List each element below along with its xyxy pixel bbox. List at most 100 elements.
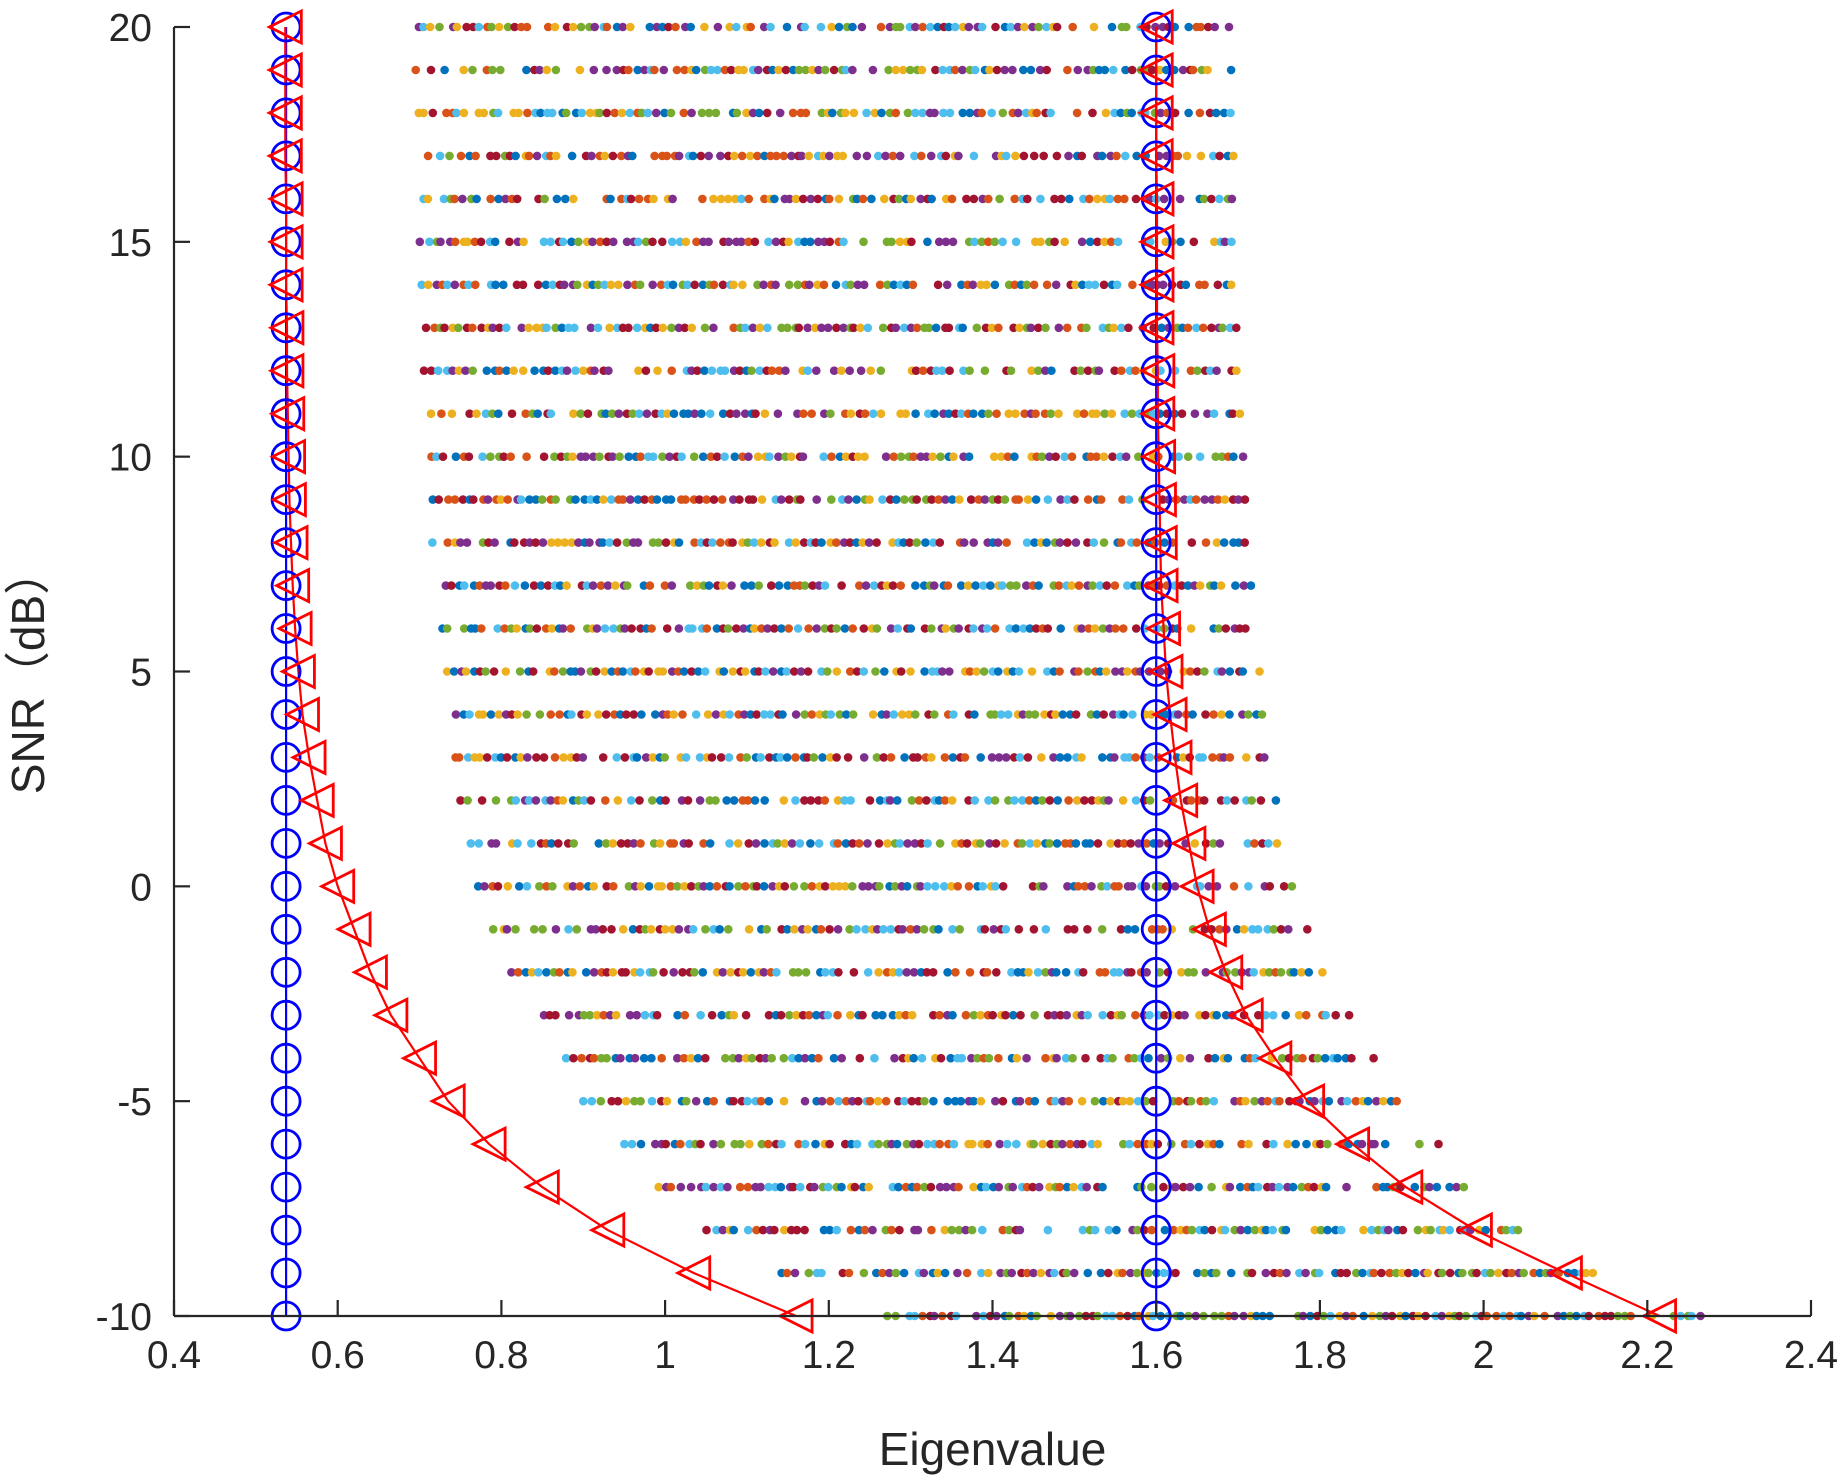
eigenvalue-dot xyxy=(601,710,611,719)
eigenvalue-dot xyxy=(610,108,619,118)
triangle-marker xyxy=(267,223,304,261)
eigenvalue-dot xyxy=(820,624,830,633)
triangle-marker xyxy=(1137,94,1174,132)
eigenvalue-dot xyxy=(1379,1096,1388,1106)
circle-marker xyxy=(270,870,302,902)
eigenvalue-dot xyxy=(814,796,823,805)
eigenvalue-dot xyxy=(1173,151,1183,161)
eigenvalue-dot xyxy=(1486,1268,1495,1278)
eigenvalue-dot xyxy=(477,323,486,333)
eigenvalue-dot xyxy=(1118,495,1127,504)
eigenvalue-dot xyxy=(856,366,866,376)
eigenvalue-dot xyxy=(852,495,861,504)
eigenvalue-dot xyxy=(933,1268,943,1278)
eigenvalue-dot xyxy=(916,882,925,891)
eigenvalue-dot xyxy=(680,1010,690,1020)
eigenvalue-dot xyxy=(527,839,536,848)
eigenvalue-dot xyxy=(461,366,470,376)
eigenvalue-dot xyxy=(1040,710,1049,719)
eigenvalue-dot xyxy=(725,409,735,419)
eigenvalue-dot xyxy=(1027,366,1036,376)
circle-marker xyxy=(270,1214,302,1246)
eigenvalue-dot xyxy=(1247,1268,1257,1278)
eigenvalue-dot xyxy=(789,882,799,891)
eigenvalue-dot xyxy=(630,1053,640,1063)
eigenvalue-dot xyxy=(857,22,867,32)
eigenvalue-dot xyxy=(1101,108,1111,118)
eigenvalue-dot xyxy=(1060,237,1069,247)
eigenvalue-dot xyxy=(1063,882,1072,891)
eigenvalue-dot xyxy=(944,409,953,419)
eigenvalue-dot xyxy=(474,839,484,848)
eigenvalue-dot xyxy=(890,1053,899,1063)
eigenvalue-dot xyxy=(686,22,695,32)
eigenvalue-dot xyxy=(981,323,991,333)
eigenvalue-dot xyxy=(1183,581,1193,590)
eigenvalue-dot xyxy=(520,581,530,590)
circle-marker xyxy=(270,999,302,1031)
eigenvalue-dot xyxy=(1331,1010,1340,1020)
eigenvalue-dot xyxy=(1358,1268,1367,1278)
eigenvalue-dot xyxy=(1199,796,1209,805)
eigenvalue-dot xyxy=(849,968,859,977)
eigenvalue-dot xyxy=(1093,194,1102,204)
eigenvalue-dot xyxy=(1041,925,1051,934)
triangle-marker xyxy=(306,825,343,862)
eigenvalue-dot xyxy=(755,323,765,333)
axes: 0.4 0.6 0.8 1 1.2 1.4 1.6 1.8 2 2.2 2.4-10-5051015… xyxy=(96,7,1838,1377)
eigenvalue-dot xyxy=(993,495,1003,504)
eigenvalue-dot xyxy=(761,1053,770,1063)
eigenvalue-dot xyxy=(826,710,836,719)
eigenvalue-dot xyxy=(917,839,926,848)
eigenvalue-dot xyxy=(542,65,552,75)
eigenvalue-dot xyxy=(1056,495,1065,504)
eigenvalue-dot xyxy=(1123,581,1132,590)
eigenvalue-dot xyxy=(1031,409,1040,419)
eigenvalue-dot xyxy=(760,151,769,161)
eigenvalue-dot xyxy=(451,452,461,462)
eigenvalue-dot xyxy=(729,796,739,805)
eigenvalue-dot xyxy=(700,65,710,75)
eigenvalue-dot xyxy=(1118,796,1128,805)
eigenvalue-dot xyxy=(754,108,764,118)
eigenvalue-dot xyxy=(848,1096,857,1106)
eigenvalue-dot xyxy=(669,710,678,719)
eigenvalue-dot xyxy=(746,710,755,719)
eigenvalue-dot xyxy=(448,366,457,376)
eigenvalue-dot xyxy=(491,796,501,805)
circle-marker xyxy=(270,570,302,601)
eigenvalue-dot xyxy=(750,624,759,633)
eigenvalue-dot xyxy=(747,1053,757,1063)
eigenvalue-dot xyxy=(589,968,599,977)
eigenvalue-dot xyxy=(959,366,968,376)
eigenvalue-dot xyxy=(622,710,631,719)
eigenvalue-dot xyxy=(965,968,975,977)
eigenvalue-dot xyxy=(1028,1182,1037,1192)
eigenvalue-dot xyxy=(578,753,588,762)
eigenvalue-dot xyxy=(823,1010,833,1020)
eigenvalue-dot xyxy=(1283,1139,1292,1149)
eigenvalue-dot xyxy=(547,624,557,633)
eigenvalue-dot xyxy=(958,108,968,118)
eigenvalue-dot xyxy=(781,65,791,75)
eigenvalue-dot xyxy=(1205,108,1215,118)
eigenvalue-dot xyxy=(852,925,861,934)
eigenvalue-dot xyxy=(839,237,848,247)
eigenvalue-dot xyxy=(761,667,770,676)
eigenvalue-dot xyxy=(690,280,699,290)
eigenvalue-dot xyxy=(799,538,809,547)
eigenvalue-dot xyxy=(677,452,686,462)
eigenvalue-dot xyxy=(639,581,649,590)
eigenvalue-dot xyxy=(1194,1182,1203,1192)
eigenvalue-dot xyxy=(1100,409,1109,419)
eigenvalue-dot xyxy=(902,882,912,891)
eigenvalue-dot xyxy=(1004,1225,1014,1235)
eigenvalue-dot xyxy=(750,237,760,247)
eigenvalue-dot xyxy=(716,1182,726,1192)
eigenvalue-dot xyxy=(1009,323,1018,333)
eigenvalue-dot xyxy=(918,366,928,376)
eigenvalue-dot xyxy=(525,495,534,504)
eigenvalue-dot xyxy=(948,495,957,504)
eigenvalue-dot xyxy=(992,968,1001,977)
eigenvalue-dot xyxy=(979,667,989,676)
